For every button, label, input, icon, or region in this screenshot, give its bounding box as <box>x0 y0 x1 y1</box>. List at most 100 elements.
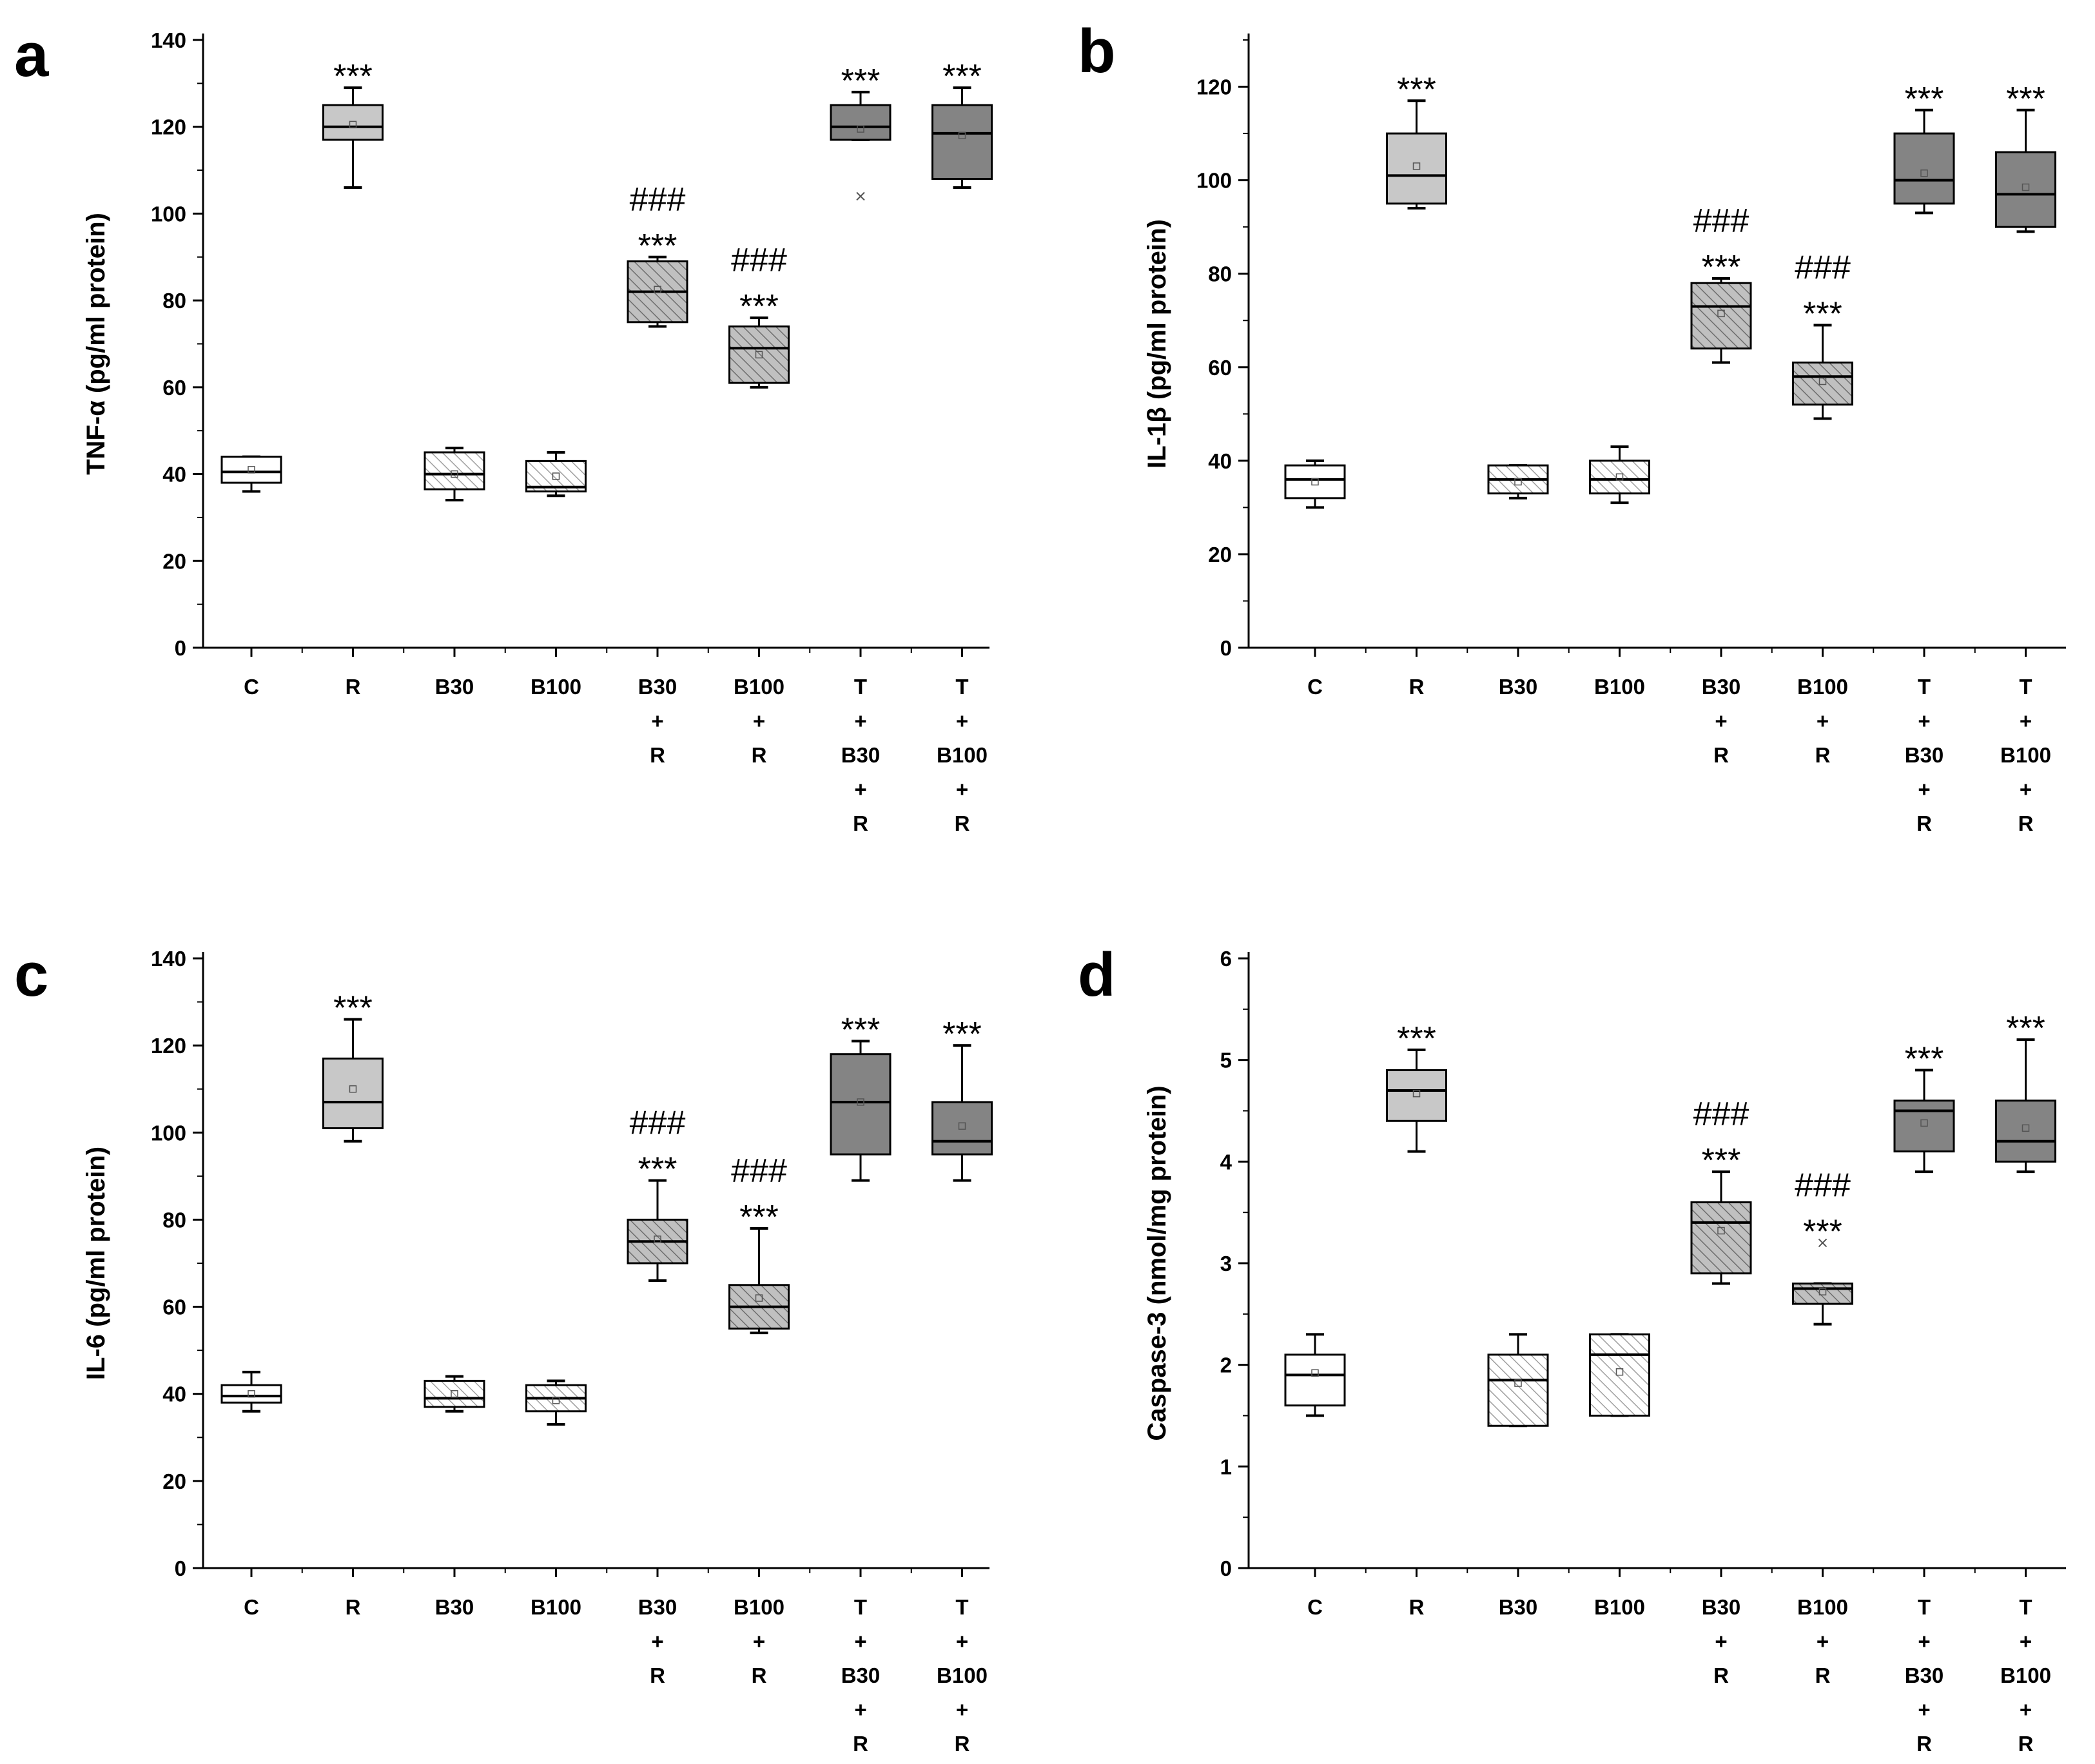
x-tick-label: B30 <box>841 1663 881 1687</box>
box-rect <box>1995 151 2056 228</box>
chart-panel-d: d Caspase-3 (nmol/mg protein) 0 1 2 3 4 5 6 C R B30… <box>1078 940 2066 1756</box>
box-7 <box>931 86 993 189</box>
x-tick-label: + <box>956 1629 968 1653</box>
y-tick-label: 60 <box>162 376 186 400</box>
x-tick-label: R <box>955 811 970 835</box>
y-tick-label: 0 <box>1220 636 1232 660</box>
box-rect <box>931 1101 993 1156</box>
y-tick-label: 140 <box>151 28 186 52</box>
box-rect <box>322 104 384 141</box>
y-tick-label: 120 <box>1196 75 1232 99</box>
x-tick-label: T <box>955 675 968 699</box>
x-tick-label: C <box>1307 1595 1323 1619</box>
outlier-marker <box>1818 1238 1827 1248</box>
box-rect <box>1487 1353 1549 1427</box>
box-rect <box>1690 1201 1752 1275</box>
box-rect <box>1284 1353 1346 1407</box>
box-0 <box>220 455 282 493</box>
x-tick-label: R <box>650 743 665 767</box>
box-rect <box>220 456 282 484</box>
box-6 <box>830 90 892 201</box>
box-rect <box>1893 132 1955 205</box>
x-tick-label: + <box>1715 1629 1727 1653</box>
x-tick-label: + <box>854 777 866 801</box>
x-tick-label: T <box>1918 1595 1931 1619</box>
box-rect <box>1284 464 1346 499</box>
box-4 <box>627 1179 688 1283</box>
mean-marker <box>1717 309 1725 318</box>
x-tick-label: T <box>854 1595 867 1619</box>
x-tick-label: R <box>346 1595 361 1619</box>
box-rect <box>1386 1069 1447 1122</box>
y-tick-label: 1 <box>1220 1455 1232 1478</box>
y-tick-label: 0 <box>175 636 186 660</box>
mean-marker <box>857 1098 864 1106</box>
mean-marker <box>1514 1379 1522 1387</box>
box-6 <box>1893 108 1955 215</box>
x-tick-label: B30 <box>435 675 474 699</box>
x-tick-label: B100 <box>1594 675 1645 699</box>
significance-hashes: ### <box>630 181 686 218</box>
y-tick-label: 80 <box>1208 262 1232 286</box>
x-tick-label: B30 <box>638 675 677 699</box>
x-tick-label: B30 <box>1702 1595 1741 1619</box>
y-tick-label: 6 <box>1220 947 1232 971</box>
x-tick-label: T <box>2019 1595 2032 1619</box>
box-rect <box>1386 132 1447 205</box>
mean-marker <box>857 125 864 133</box>
significance-stars: *** <box>638 1151 677 1188</box>
x-tick-label: + <box>956 777 968 801</box>
box-3 <box>525 1379 587 1426</box>
x-tick-label: + <box>1918 1698 1930 1721</box>
mean-marker <box>1311 1369 1319 1377</box>
x-tick-label: C <box>1307 675 1323 699</box>
x-tick-label: + <box>651 709 663 733</box>
x-tick-label: + <box>2020 709 2032 733</box>
significance-stars: *** <box>1397 71 1436 108</box>
x-tick-label: + <box>2020 777 2032 801</box>
mean-marker <box>958 1122 966 1130</box>
chart-panel-a: a TNF-α (pg/ml protein) 0 20 40 60 80 100 120 140… <box>14 21 993 835</box>
significance-stars: *** <box>739 288 779 325</box>
chart-panel-c: c IL-6 (pg/ml protein) 0 20 40 60 80 100 120 140 C… <box>14 940 993 1756</box>
significance-stars: *** <box>333 990 373 1027</box>
x-tick-label: T <box>2019 675 2032 699</box>
y-tick-label: 20 <box>162 549 186 573</box>
mean-marker <box>451 1390 458 1398</box>
mean-marker <box>1717 1226 1725 1235</box>
y-tick-label: 100 <box>1196 169 1232 193</box>
panel-letter: a <box>14 21 49 90</box>
y-tick-label: 40 <box>162 463 186 487</box>
mean-marker <box>1920 1119 1928 1127</box>
y-axis-label: TNF-α (pg/ml protein) <box>82 213 110 475</box>
significance-stars: *** <box>1702 249 1741 286</box>
significance-stars: *** <box>1803 295 1842 333</box>
mean-marker <box>1514 478 1522 486</box>
x-tick-label: + <box>1918 1629 1930 1653</box>
box-rect <box>931 104 993 180</box>
box-4 <box>1690 1170 1752 1285</box>
y-tick-label: 0 <box>175 1556 186 1580</box>
box-2 <box>424 447 485 501</box>
y-tick-label: 120 <box>151 115 186 139</box>
box-5 <box>728 316 790 389</box>
x-tick-label: B100 <box>734 675 784 699</box>
x-tick-label: + <box>2020 1698 2032 1721</box>
significance-hashes: ### <box>1795 1167 1851 1204</box>
mean-marker <box>451 470 458 478</box>
x-tick-label: B100 <box>734 1595 784 1619</box>
significance-hashes: ### <box>731 1152 787 1190</box>
mean-marker <box>755 351 763 359</box>
box-0 <box>1284 1333 1346 1417</box>
box-rect <box>830 1053 892 1156</box>
box-rect <box>424 1379 485 1408</box>
x-tick-label: + <box>956 709 968 733</box>
panel-letter: c <box>14 940 48 1009</box>
box-1 <box>1386 99 1447 210</box>
significance-stars: *** <box>1803 1213 1842 1250</box>
x-tick-label: T <box>854 675 867 699</box>
x-tick-label: R <box>752 743 767 767</box>
significance-hashes: ### <box>1795 249 1851 286</box>
x-tick-label: R <box>2018 811 2034 835</box>
y-tick-label: 100 <box>151 1121 186 1145</box>
